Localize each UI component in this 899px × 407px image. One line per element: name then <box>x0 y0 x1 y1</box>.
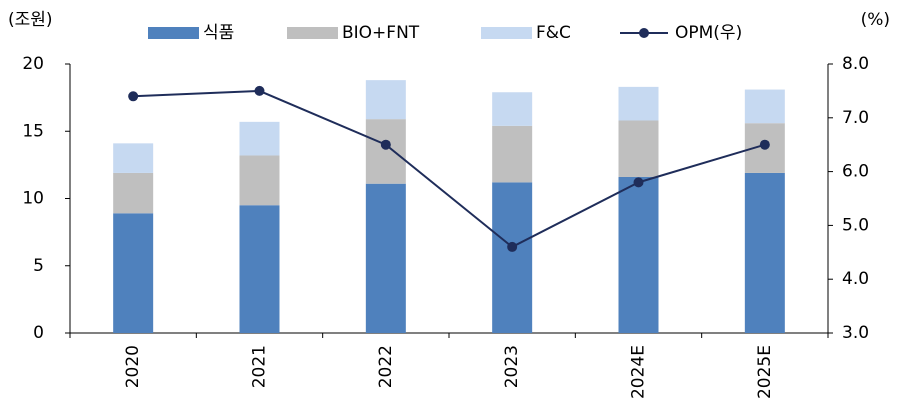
bar-segment <box>239 121 280 156</box>
y-tick-label: 10 <box>22 189 44 209</box>
line-marker <box>380 139 391 150</box>
y2-tick-label: 6.0 <box>842 162 869 182</box>
bar-segment <box>239 155 280 206</box>
bar-segment <box>239 205 280 333</box>
y-tick-label: 5 <box>33 256 44 276</box>
y-tick-label: 0 <box>33 323 44 343</box>
bar-segment <box>365 80 406 120</box>
bar-segment <box>744 89 785 124</box>
y2-tick-label: 7.0 <box>842 108 869 128</box>
bar-segment <box>492 125 533 183</box>
bar-segment <box>618 86 659 121</box>
bar-segment <box>365 119 406 184</box>
bar-segment <box>113 172 154 214</box>
x-tick-label: 2024E <box>629 345 649 399</box>
legend-swatch <box>287 27 338 39</box>
legend-label: F&C <box>536 23 571 43</box>
y-axis-label: (조원) <box>8 10 53 30</box>
legend-marker <box>639 28 649 38</box>
legend-label: BIO+FNT <box>342 23 420 43</box>
y-tick-label: 20 <box>22 54 44 74</box>
bar-segment <box>492 182 533 333</box>
y-tick-label: 15 <box>22 121 44 141</box>
legend-label: OPM(우) <box>675 23 742 43</box>
bar-segment <box>744 172 785 333</box>
legend-label: 식품 <box>203 23 234 43</box>
y2-axis-label: (%) <box>861 10 890 30</box>
bar-segment <box>492 92 533 126</box>
bar-segment <box>618 120 659 177</box>
legend-swatch <box>148 27 199 39</box>
x-tick-label: 2020 <box>123 345 143 388</box>
line-marker <box>633 177 644 188</box>
line <box>133 89 766 249</box>
bar-segment <box>365 183 406 333</box>
line-marker <box>759 139 770 150</box>
x-tick-label: 2022 <box>376 345 396 388</box>
x-tick-label: 2025E <box>755 345 775 399</box>
legend-swatch <box>481 27 532 39</box>
y2-tick-label: 4.0 <box>842 269 869 289</box>
bar-segment <box>113 143 154 173</box>
y2-tick-label: 5.0 <box>842 215 869 235</box>
line-marker <box>128 91 139 102</box>
y2-tick-label: 3.0 <box>842 323 869 343</box>
line-marker <box>254 85 265 96</box>
x-tick-label: 2021 <box>250 345 270 388</box>
y2-tick-label: 8.0 <box>842 54 869 74</box>
bar-segment <box>618 176 659 333</box>
x-tick-label: 2023 <box>502 345 522 388</box>
bar-segment <box>113 213 154 333</box>
line-marker <box>507 241 518 252</box>
